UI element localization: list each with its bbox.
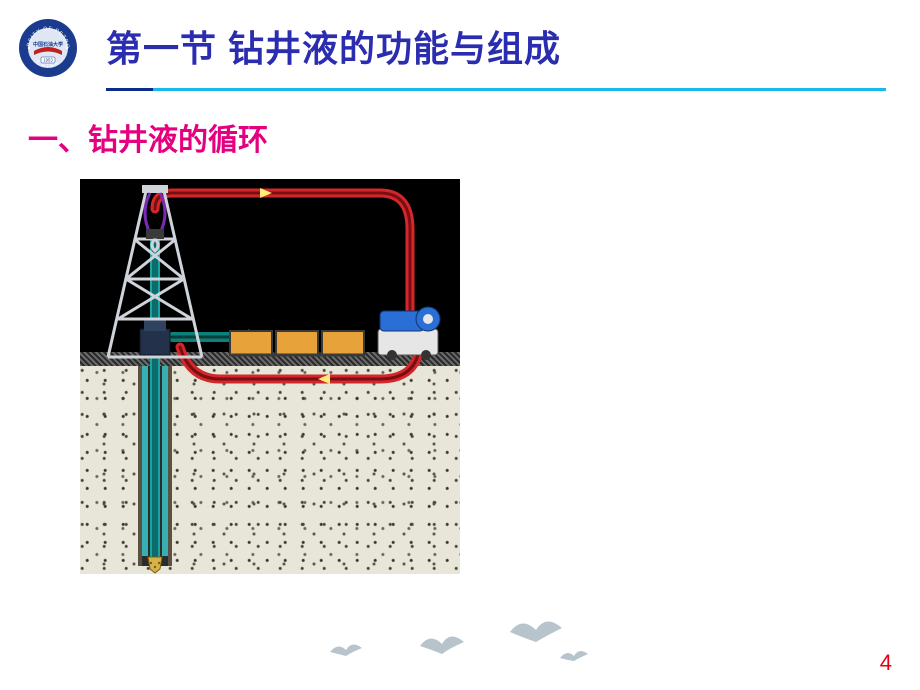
header-row: UNIVERSITY OF PETROLEUM CHINA 中国石油大学 195… bbox=[0, 0, 920, 78]
title-underline bbox=[106, 88, 886, 91]
slide-title: 第一节 钻井液的功能与组成 bbox=[106, 20, 561, 72]
svg-text:中国石油大学: 中国石油大学 bbox=[33, 41, 63, 48]
section-subtitle: 一、钻井液的循环 bbox=[28, 115, 920, 159]
page-number: 4 bbox=[880, 650, 892, 676]
university-logo-icon: UNIVERSITY OF PETROLEUM CHINA 中国石油大学 195… bbox=[18, 18, 78, 78]
slide: UNIVERSITY OF PETROLEUM CHINA 中国石油大学 195… bbox=[0, 0, 920, 690]
logo-year: 1953 bbox=[43, 58, 53, 63]
mud-tanks bbox=[230, 331, 364, 355]
mud-pump-icon bbox=[378, 307, 440, 360]
birds-decoration-icon bbox=[310, 612, 610, 672]
drilling-circulation-diagram bbox=[80, 179, 460, 574]
